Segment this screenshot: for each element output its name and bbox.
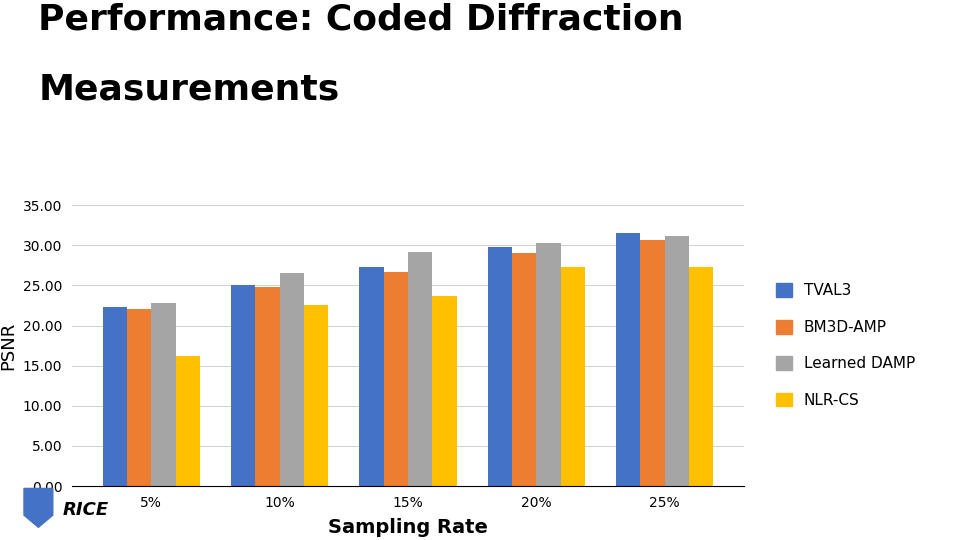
Text: RICE: RICE (62, 501, 108, 519)
Bar (616, 233, 640, 486)
Legend: TVAL3, BM3D-AMP, Learned DAMP, NLR-CS: TVAL3, BM3D-AMP, Learned DAMP, NLR-CS (772, 279, 920, 413)
Bar (640, 240, 664, 486)
Text: Performance: Coded Diffraction: Performance: Coded Diffraction (38, 3, 684, 37)
Text: Measurements: Measurements (38, 73, 340, 107)
Y-axis label: PSNR: PSNR (0, 321, 17, 370)
Bar (255, 287, 279, 486)
Bar (152, 303, 176, 486)
Bar (408, 252, 432, 486)
Bar (103, 307, 127, 486)
Bar (432, 296, 457, 486)
Bar (689, 267, 713, 486)
Bar (664, 235, 689, 486)
Bar (231, 285, 255, 486)
Bar (304, 306, 328, 486)
Bar (561, 267, 585, 486)
Bar (279, 273, 304, 486)
Bar (384, 272, 408, 486)
Bar (127, 309, 152, 486)
Bar (488, 247, 512, 486)
Bar (537, 243, 561, 486)
Polygon shape (24, 488, 53, 527)
Bar (176, 356, 200, 486)
Bar (512, 253, 537, 486)
X-axis label: Sampling Rate: Sampling Rate (328, 518, 488, 537)
Bar (359, 267, 384, 486)
Text: 2 dB Better than BM3D-AMP: 2 dB Better than BM3D-AMP (13, 159, 455, 187)
